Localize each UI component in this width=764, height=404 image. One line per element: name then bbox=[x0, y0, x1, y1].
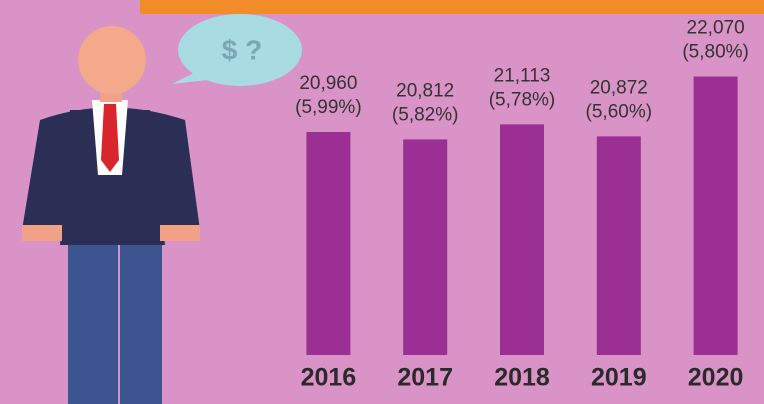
share-label: (5,80%) bbox=[682, 42, 749, 63]
value-label: 20,960 bbox=[299, 73, 357, 94]
bar bbox=[306, 132, 351, 355]
speech-bubble: $ ? bbox=[172, 14, 302, 86]
x-tick-label: 2016 bbox=[301, 364, 357, 392]
x-tick-label: 2020 bbox=[688, 364, 744, 392]
value-label: 22,070 bbox=[687, 18, 745, 39]
x-tick-label: 2018 bbox=[494, 364, 550, 392]
x-tick-label: 2017 bbox=[397, 364, 453, 392]
value-label: 21,113 bbox=[494, 65, 551, 86]
bar bbox=[403, 139, 448, 355]
share-label: (5,78%) bbox=[489, 89, 556, 110]
person bbox=[22, 26, 200, 404]
x-tick-label: 2019 bbox=[591, 364, 647, 392]
value-label: 20,872 bbox=[590, 77, 648, 98]
share-label: (5,60%) bbox=[586, 101, 653, 122]
value-label: 20,812 bbox=[396, 80, 454, 101]
bubble-text: $ ? bbox=[222, 34, 262, 65]
bar bbox=[693, 76, 738, 355]
bar bbox=[500, 124, 544, 355]
share-label: (5,82%) bbox=[392, 104, 459, 125]
bar bbox=[596, 136, 641, 355]
banner bbox=[140, 0, 764, 14]
share-label: (5,99%) bbox=[295, 97, 362, 118]
